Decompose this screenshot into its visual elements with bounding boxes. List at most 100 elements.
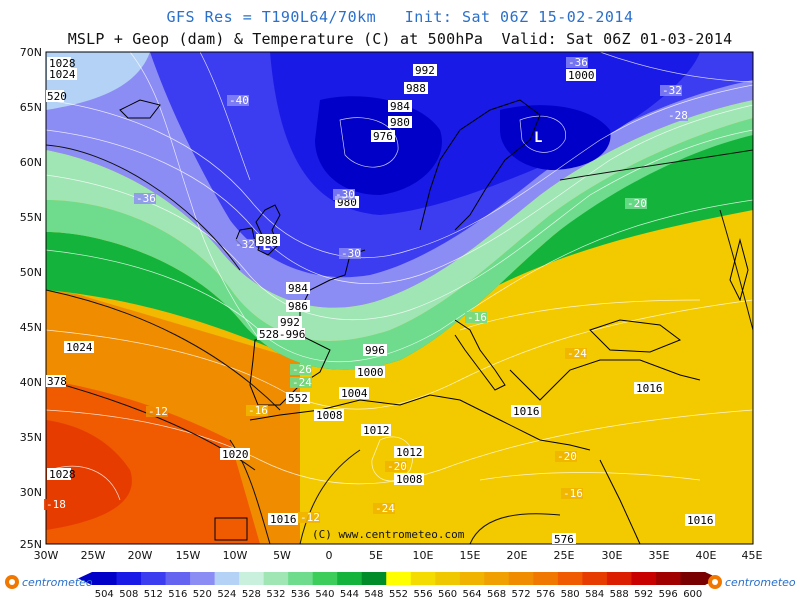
colorbar-tick-label: 516 (168, 589, 187, 600)
lat-label: 65N (20, 101, 42, 114)
temperature-label: -20 (555, 450, 577, 463)
colorbar-tick-label: 556 (413, 589, 432, 600)
lon-label: 20E (507, 549, 528, 562)
pressure-label: 1024 (47, 68, 77, 81)
colorbar-cell (410, 572, 436, 585)
temperature-label: -18 (44, 498, 66, 511)
pressure-label: 1012 (394, 446, 424, 459)
svg-text:1016: 1016 (270, 513, 297, 526)
colorbar-cell (606, 572, 632, 585)
colorbar-tick-label: 520 (193, 589, 212, 600)
temperature-label: -24 (565, 347, 587, 360)
svg-text:-20: -20 (557, 450, 577, 463)
svg-text:1028: 1028 (49, 57, 76, 70)
svg-text:984: 984 (390, 100, 410, 113)
svg-text:centrometeo: centrometeo (725, 576, 796, 589)
colorbar-tick-label: 596 (659, 589, 678, 600)
svg-text:1024: 1024 (49, 68, 76, 81)
pressure-label: 1004 (339, 387, 369, 400)
colorbar-tick-label: 536 (291, 589, 310, 600)
pressure-label: 1008 (314, 409, 344, 422)
lon-label: 5E (369, 549, 383, 562)
lat-label: 40N (20, 376, 42, 389)
temperature-labels: -36 -32 -28 -40 -36 -30 -32 -30 -20 -16 … (44, 56, 688, 524)
svg-text:-36: -36 (136, 192, 156, 205)
centrometeo-logo-right: centrometeo (708, 575, 796, 589)
temperature-label: -36 (566, 56, 588, 69)
svg-text:-24: -24 (292, 376, 312, 389)
pressure-label: 984 (286, 282, 310, 295)
pressure-label: 992 (278, 316, 302, 329)
colorbar-cell (582, 572, 608, 585)
svg-text:980: 980 (390, 116, 410, 129)
pressure-label: 1028 (47, 468, 76, 481)
map-frame (45, 51, 754, 545)
colorbar-cell (141, 572, 167, 585)
pressure-label: 1020 (220, 448, 250, 461)
temperature-label: -20 (385, 460, 407, 473)
svg-text:-12: -12 (148, 405, 168, 418)
temperature-label: -28 (666, 109, 688, 122)
lon-label: 20W (128, 549, 153, 562)
colorbar-cell (165, 572, 191, 585)
svg-text:-26: -26 (292, 363, 312, 376)
svg-text:-24: -24 (567, 347, 587, 360)
colorbar-cell (533, 572, 559, 585)
longitude-axis: 30W 25W 20W 15W 10W 5W 0 5E 10E 15E 20E … (34, 549, 763, 562)
pressure-label: 1016 (685, 514, 715, 527)
geop-378-label: 378 (47, 375, 67, 388)
svg-text:1020: 1020 (222, 448, 249, 461)
svg-text:1008: 1008 (316, 409, 343, 422)
geop-576-label: 576 (554, 533, 574, 546)
svg-text:984: 984 (288, 282, 308, 295)
colorbar-tick-label: 528 (242, 589, 261, 600)
lon-label: 25E (554, 549, 575, 562)
colorbar-tick-label: 584 (585, 589, 604, 600)
temperature-label: -24 (373, 502, 395, 515)
colorbar-cell (92, 572, 118, 585)
svg-text:1000: 1000 (568, 69, 595, 82)
lon-label: 10E (413, 549, 434, 562)
lon-label: 30W (34, 549, 59, 562)
lat-label: 70N (20, 46, 42, 59)
pressure-label: 984 (388, 100, 412, 113)
geop-552-label: 552 (288, 392, 308, 405)
svg-text:1000: 1000 (357, 366, 384, 379)
pressure-label: 1024 (64, 341, 94, 354)
colorbar-cell (263, 572, 289, 585)
svg-text:1008: 1008 (396, 473, 423, 486)
header-field-info: MSLP + Geop (dam) & Temperature (C) at 5… (67, 30, 733, 48)
lon-label: 25W (81, 549, 106, 562)
temperature-label: -24 (290, 376, 312, 389)
colorbar-cell (288, 572, 314, 585)
lon-label: 45E (742, 549, 763, 562)
lon-label: 0 (326, 549, 333, 562)
geop-pair-label: 528-996 (259, 328, 305, 341)
colorbar-cell (116, 572, 142, 585)
colorbar-tick-label: 600 (683, 589, 702, 600)
svg-text:-16: -16 (248, 404, 268, 417)
misc-labels: 528-996 552 576 378 520 L L (C) www.cent… (46, 90, 576, 546)
colorbar: 504 508 512 516 520 524 528 532 536 540 544 548 552 5… (0, 566, 800, 600)
pressure-label: 1016 (511, 405, 541, 418)
temperature-label: -12 (146, 405, 168, 418)
header-run-info: GFS Res = T190L64/70km Init: Sat 06Z 15-… (166, 8, 634, 26)
colorbar-tick-label: 544 (340, 589, 359, 600)
svg-text:1028: 1028 (49, 468, 76, 481)
colorbar-tick-label: 576 (536, 589, 555, 600)
lat-label: 60N (20, 156, 42, 169)
svg-text:-20: -20 (627, 197, 647, 210)
colorbar-tick-label: 540 (315, 589, 334, 600)
temperature-label: -16 (465, 311, 487, 324)
colorbar-cell (239, 572, 265, 585)
temperature-label: -40 (227, 94, 249, 107)
lon-label: 15E (460, 549, 481, 562)
lon-label: 30E (602, 549, 623, 562)
colorbar-cell (435, 572, 461, 585)
temperature-label: -32 (233, 238, 255, 251)
temperature-label: -26 (290, 363, 312, 376)
colorbar-tick-label: 580 (561, 589, 580, 600)
svg-text:986: 986 (288, 300, 308, 313)
colorbar-cell (484, 572, 510, 585)
lon-label: 40E (696, 549, 717, 562)
